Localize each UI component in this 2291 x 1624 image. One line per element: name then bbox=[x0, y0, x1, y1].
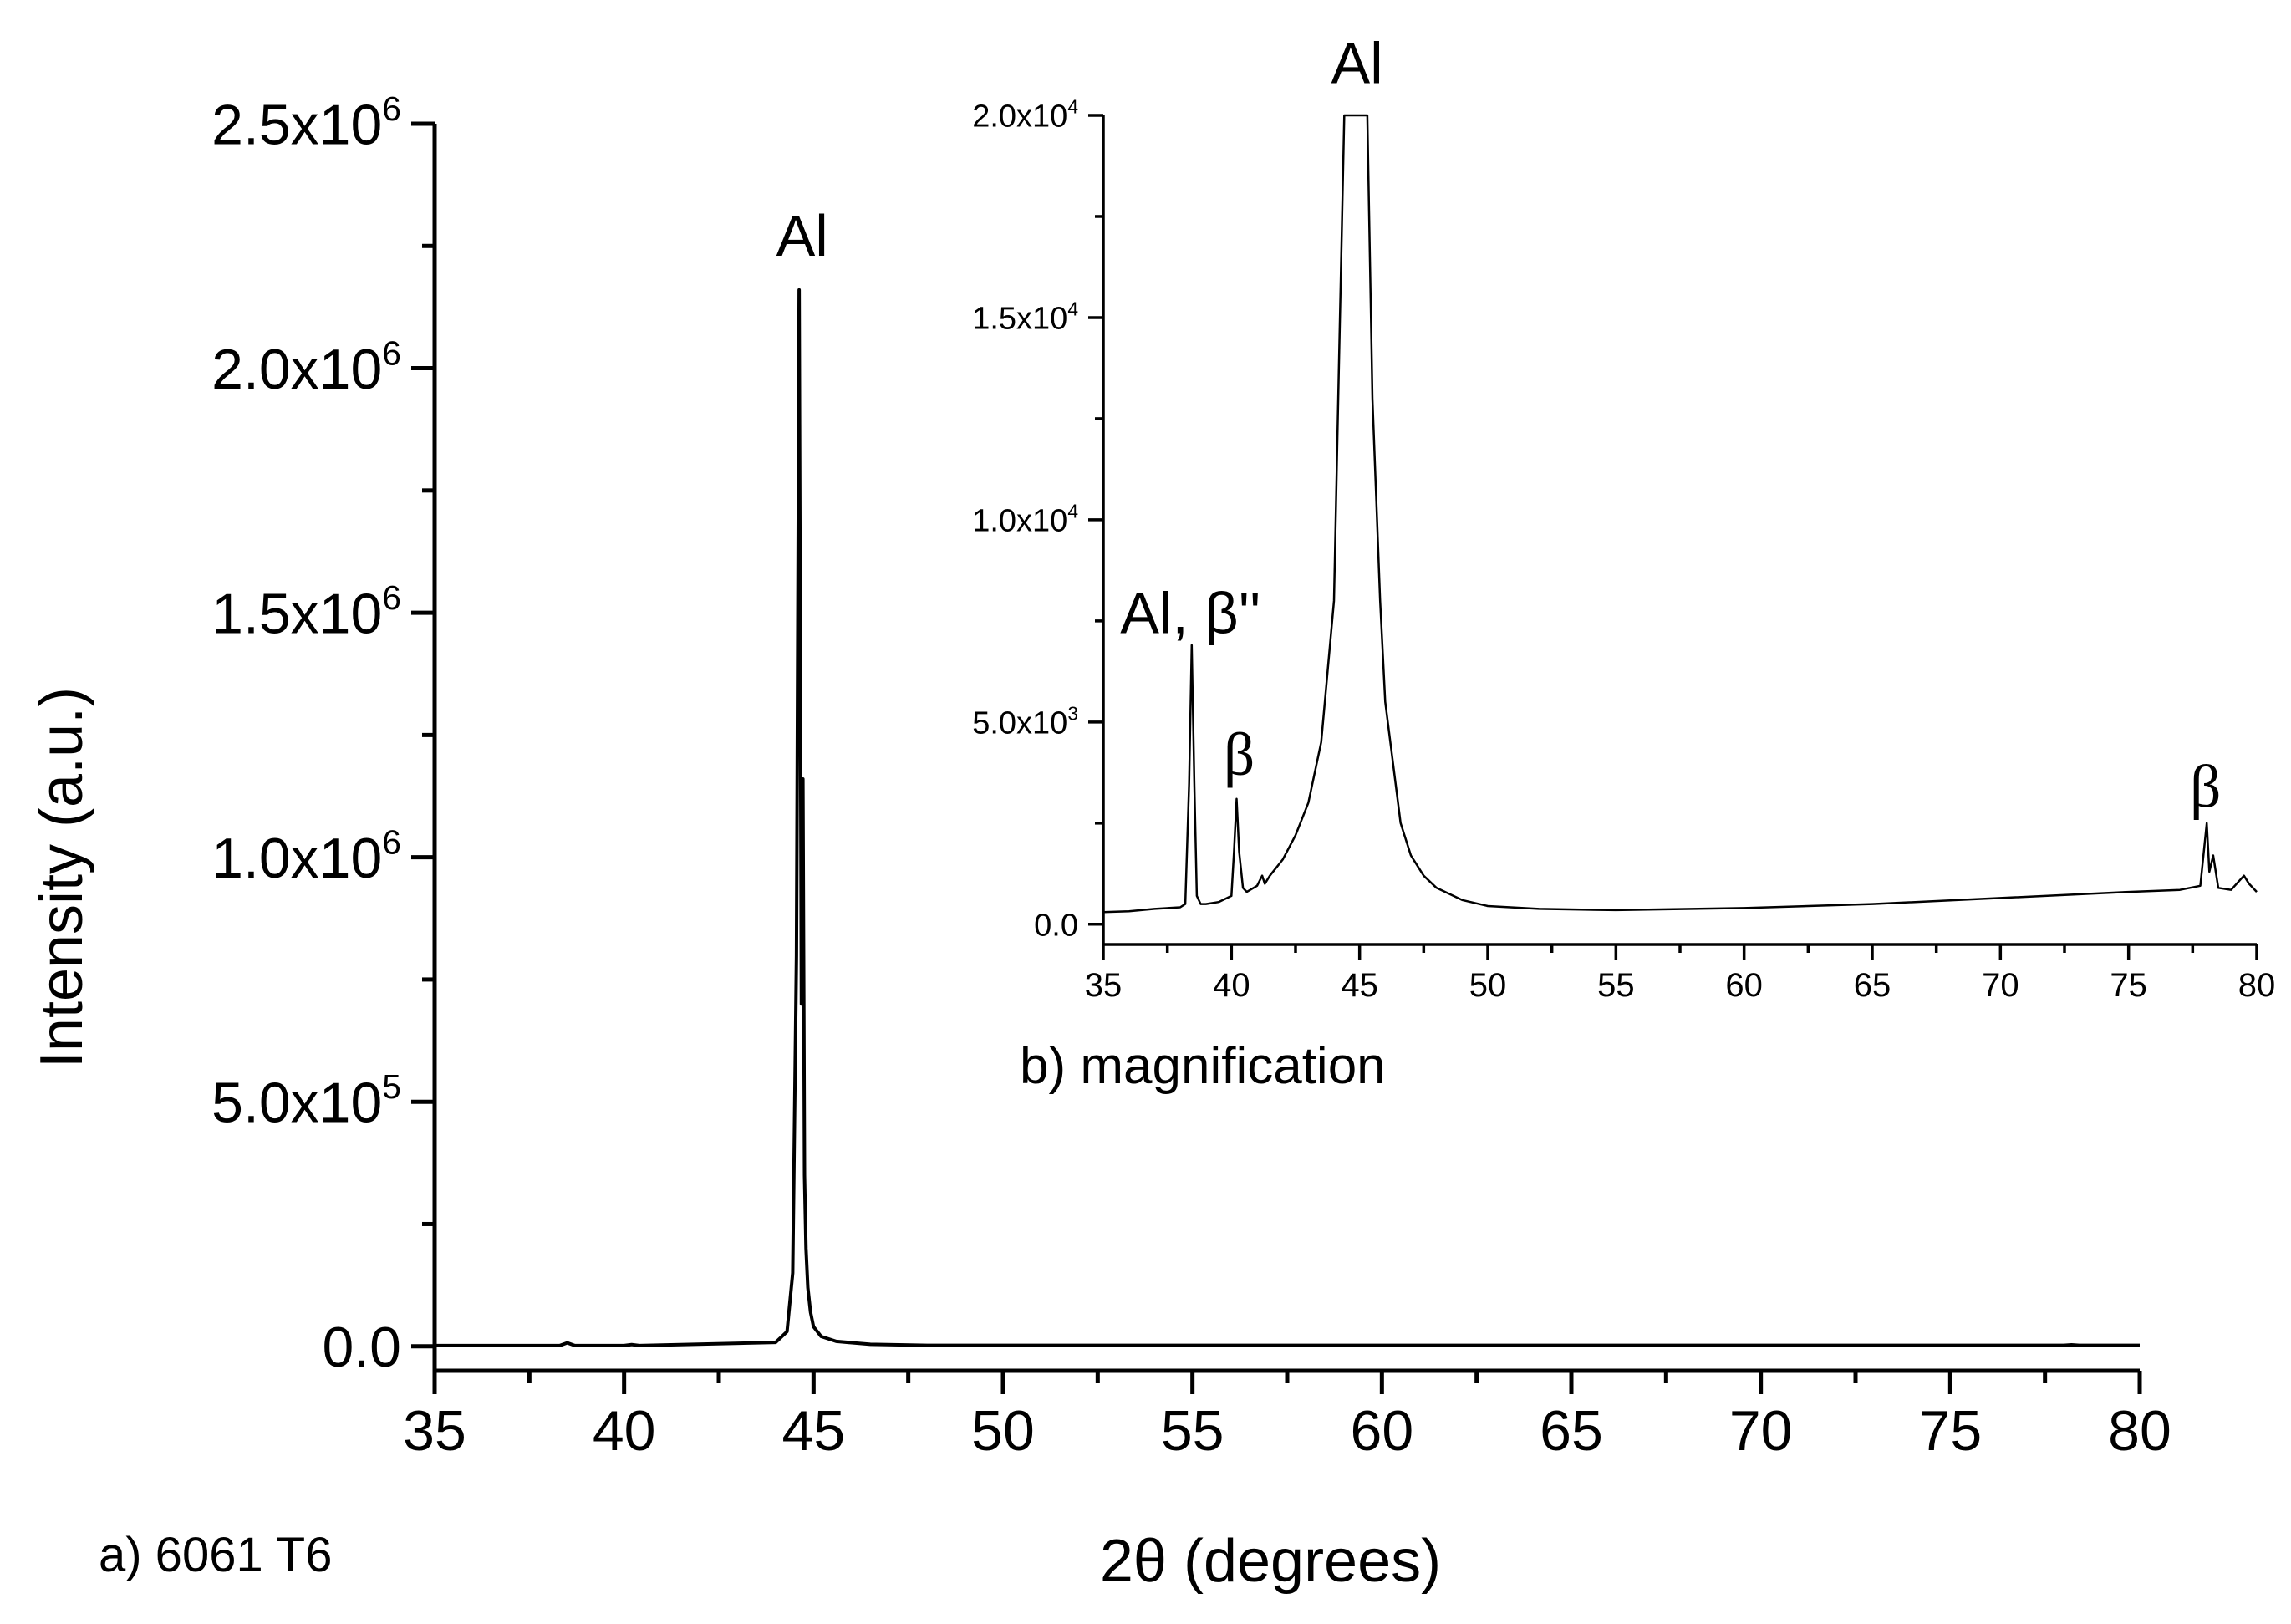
main-chart: 35 40 45 50 55 60 65 70 75 80 0.0 5.0x105 1.0x106 1.5… bbox=[211, 89, 2171, 1463]
main-y-axis-label: Intensity (a.u.) bbox=[28, 687, 95, 1068]
inset-x-tick-label: 75 bbox=[2110, 967, 2147, 1004]
main-y-tick-label: 1.5x106 bbox=[211, 578, 401, 646]
main-peak-annotation: Al bbox=[776, 203, 828, 268]
inset-x-tick-label: 35 bbox=[1085, 967, 1123, 1004]
inset-peak-annotation: Al, β'' bbox=[1120, 580, 1260, 645]
main-x-tick-label: 60 bbox=[1351, 1399, 1414, 1463]
main-x-tick-label: 70 bbox=[1729, 1399, 1793, 1463]
inset-x-tick-label: 65 bbox=[1854, 967, 1891, 1004]
main-series-line bbox=[435, 288, 2140, 1347]
inset-peak-annotation: Al bbox=[1331, 30, 1382, 95]
main-y-tick-label: 1.0x106 bbox=[211, 823, 401, 891]
main-y-tick-label: 5.0x105 bbox=[211, 1067, 401, 1135]
main-x-tick-label: 45 bbox=[782, 1399, 846, 1463]
inset-series-line bbox=[1102, 114, 2258, 914]
inset-x-tick-label: 40 bbox=[1213, 967, 1250, 1004]
inset-x-tick-label: 55 bbox=[1597, 967, 1635, 1004]
inset-peak-annotation: β bbox=[1224, 720, 1255, 788]
inset-y-tick-label: 1.5x104 bbox=[972, 298, 1078, 337]
main-panel-label: a) 6061 T6 bbox=[99, 1528, 332, 1582]
inset-y-tick-label: 0.0 bbox=[1034, 908, 1078, 943]
inset-x-tick-label: 50 bbox=[1469, 967, 1507, 1004]
inset-y-tick-label: 1.0x104 bbox=[972, 501, 1078, 539]
inset-y-tick-label: 2.0x104 bbox=[972, 96, 1078, 135]
inset-chart: 35 40 45 50 55 60 65 70 75 80 0.0 5.0x103 1.0x104 1.5… bbox=[972, 30, 2275, 1004]
inset-panel-label: b) magnification bbox=[1020, 1037, 1386, 1095]
inset-peak-annotation: β bbox=[2190, 752, 2221, 820]
main-x-tick-label: 40 bbox=[593, 1399, 656, 1463]
main-y-tick-label: 2.5x106 bbox=[211, 89, 401, 157]
main-x-tick-label: 55 bbox=[1161, 1399, 1224, 1463]
main-y-tick-label: 0.0 bbox=[322, 1316, 401, 1379]
main-y-tick-label: 2.0x106 bbox=[211, 333, 401, 401]
main-x-tick-label: 75 bbox=[1919, 1399, 1983, 1463]
inset-x-tick-label: 60 bbox=[1725, 967, 1763, 1004]
main-x-tick-label: 65 bbox=[1540, 1399, 1603, 1463]
main-x-tick-label: 50 bbox=[971, 1399, 1035, 1463]
main-x-tick-label: 80 bbox=[2108, 1399, 2171, 1463]
main-x-axis-label: 2θ (degrees) bbox=[1100, 1528, 1441, 1595]
main-x-tick-label: 35 bbox=[403, 1399, 466, 1463]
inset-x-tick-label: 45 bbox=[1341, 967, 1378, 1004]
inset-x-tick-label: 70 bbox=[1982, 967, 2019, 1004]
inset-x-tick-label: 80 bbox=[2238, 967, 2276, 1004]
inset-y-tick-label: 5.0x103 bbox=[972, 703, 1078, 741]
